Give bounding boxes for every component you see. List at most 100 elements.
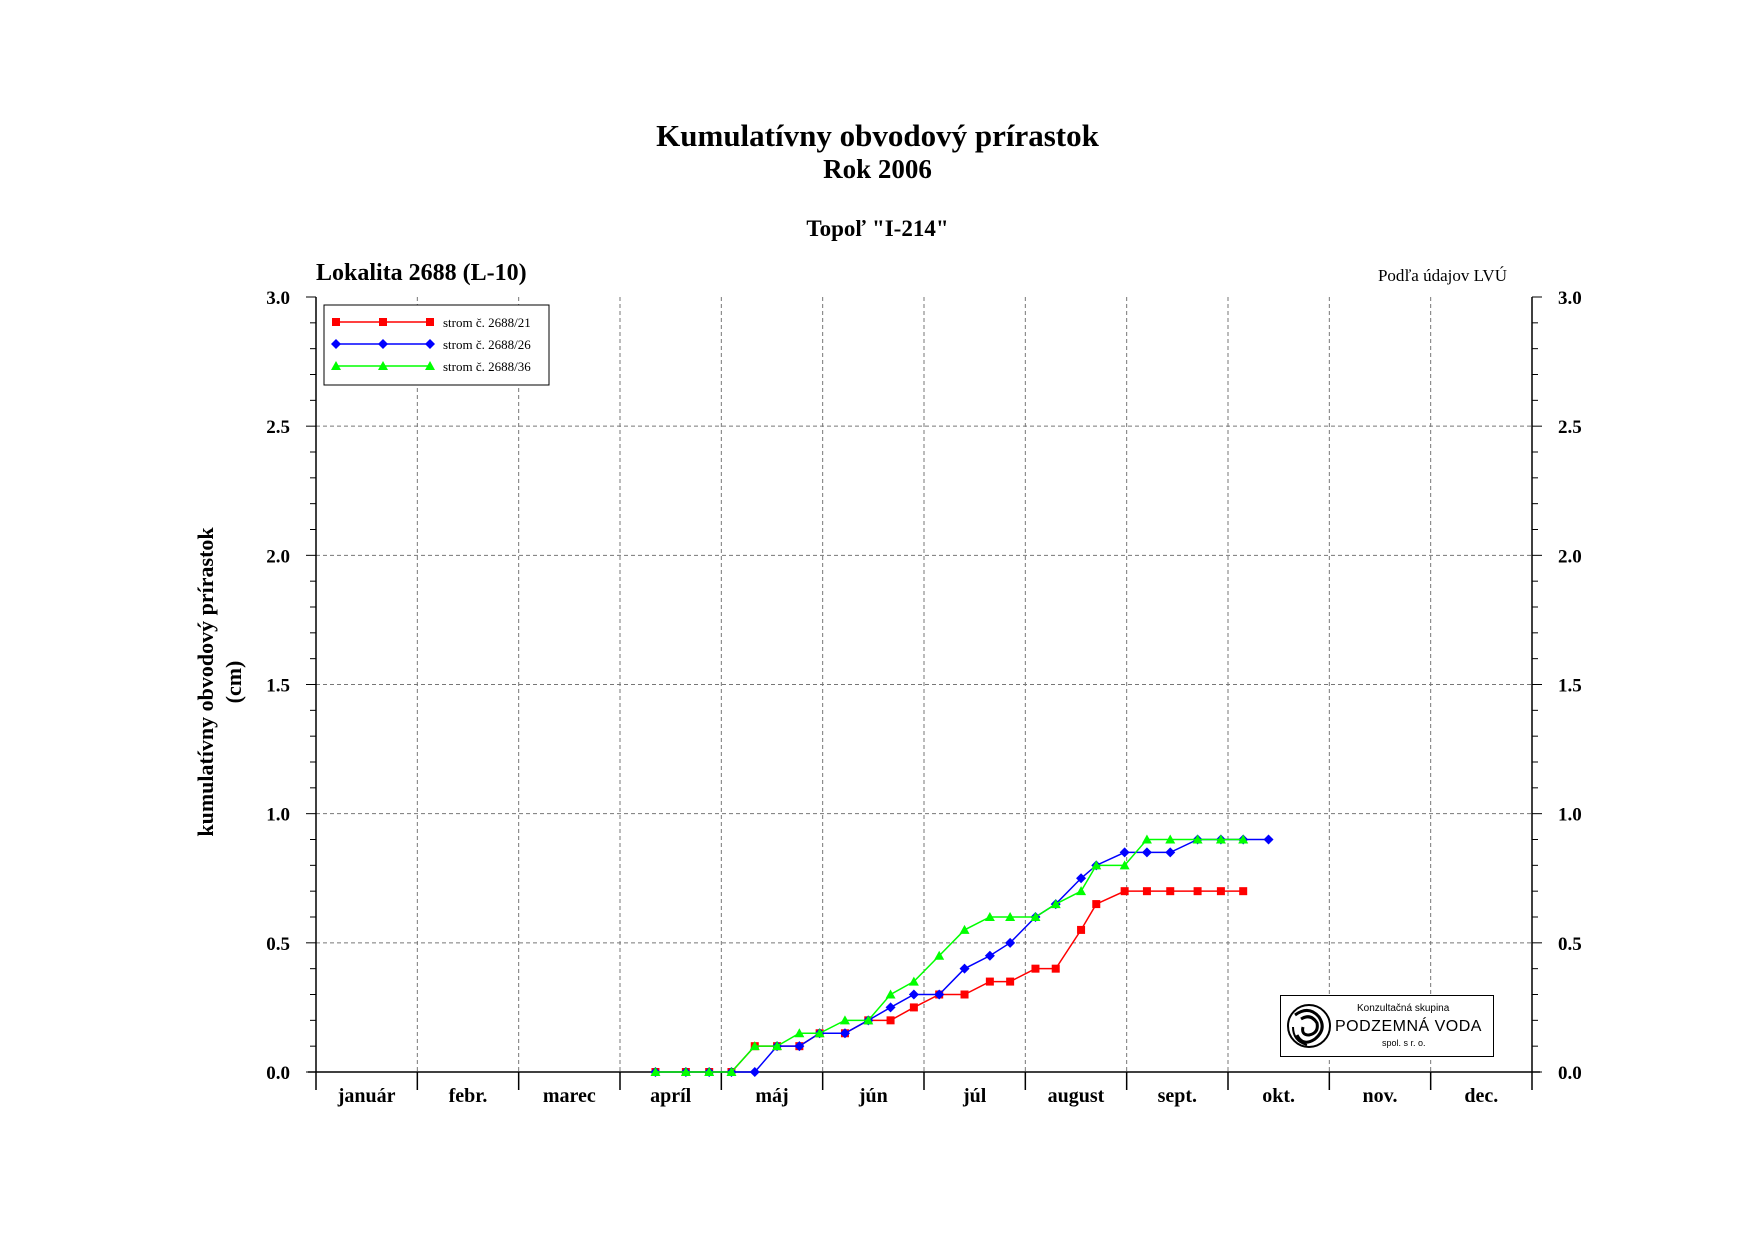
data-point-triangle xyxy=(814,1028,825,1038)
data-point-square xyxy=(1051,964,1060,973)
data-point-square xyxy=(1142,887,1151,896)
data-point-diamond xyxy=(331,339,341,349)
x-tick-label: marec xyxy=(543,1085,596,1107)
company-logo: Konzultačná skupina PODZEMNÁ VODA spol. … xyxy=(1280,995,1494,1057)
data-point-diamond xyxy=(794,1041,805,1052)
x-tick-label: august xyxy=(1048,1085,1105,1107)
y-tick-label-right: 3.0 xyxy=(1558,288,1582,309)
x-tick-label: nov. xyxy=(1362,1085,1397,1107)
y-tick-label-right: 2.5 xyxy=(1558,417,1582,438)
data-point-triangle xyxy=(378,361,388,370)
location-label: Lokalita 2688 (L-10) xyxy=(316,260,527,286)
data-point-triangle xyxy=(839,1015,850,1025)
legend-box xyxy=(323,304,550,386)
data-point-triangle xyxy=(772,1041,783,1051)
data-point-square xyxy=(426,318,434,326)
data-point-diamond xyxy=(749,1067,760,1077)
data-point-square xyxy=(1031,964,1040,973)
legend: strom č. 2688/21 strom č. 2688/26 strom č.… xyxy=(323,304,550,386)
data-point-triangle xyxy=(749,1041,760,1051)
data-point-triangle xyxy=(726,1067,737,1076)
x-tick-label: okt. xyxy=(1262,1085,1295,1107)
y-tick-label-left: 0.5 xyxy=(266,934,290,955)
x-tick-label: sept. xyxy=(1158,1085,1197,1107)
data-point-triangle xyxy=(1238,834,1249,844)
x-tick-label: febr. xyxy=(449,1085,488,1107)
y-tick-label-right: 0.5 xyxy=(1558,934,1582,955)
y-tick-label-left: 1.0 xyxy=(266,805,290,826)
data-point-diamond xyxy=(1076,873,1087,884)
data-point-diamond xyxy=(1263,834,1274,845)
logo-line3: spol. s r. o. xyxy=(1382,1038,1426,1048)
y-tick-label-left: 3.0 xyxy=(266,288,290,309)
data-point-diamond xyxy=(934,989,945,1000)
data-point-diamond xyxy=(885,1002,896,1013)
source-note: Podľa údajov LVÚ xyxy=(1377,266,1507,285)
data-point-triangle xyxy=(1215,834,1226,844)
legend-label: strom č. 2688/26 xyxy=(443,337,531,352)
y-tick-label-left: 2.5 xyxy=(266,417,290,438)
y-tick-label-right: 1.5 xyxy=(1558,676,1582,697)
data-point-diamond xyxy=(1141,847,1152,858)
y-tick-label-left: 0.0 xyxy=(266,1063,290,1084)
data-point-square xyxy=(1006,977,1015,986)
data-point-diamond xyxy=(1119,847,1130,858)
data-point-square xyxy=(1166,887,1175,896)
data-point-triangle xyxy=(1050,899,1061,909)
data-point-triangle xyxy=(650,1067,661,1076)
data-point-square xyxy=(1120,887,1129,896)
series-square xyxy=(651,887,1248,1076)
x-tick-label: máj xyxy=(755,1085,788,1107)
data-point-triangle xyxy=(1030,912,1041,921)
data-point-triangle xyxy=(885,989,896,999)
data-point-square xyxy=(1193,887,1202,896)
data-point-triangle xyxy=(1141,834,1152,844)
x-tick-label: jún xyxy=(858,1085,888,1107)
data-point-square xyxy=(1216,887,1225,896)
tree-type-label: Topoľ "I-214" xyxy=(806,216,949,241)
data-point-triangle xyxy=(794,1028,805,1038)
data-point-square xyxy=(332,318,340,326)
data-point-triangle xyxy=(704,1067,715,1076)
data-point-diamond xyxy=(1005,937,1016,948)
data-point-square xyxy=(1077,925,1086,934)
y-tick-label-left: 2.0 xyxy=(266,546,290,567)
data-point-square xyxy=(960,990,969,999)
data-point-diamond xyxy=(908,989,919,1000)
series-line xyxy=(655,838,1244,1073)
data-point-triangle xyxy=(934,950,945,960)
data-point-triangle xyxy=(959,924,970,934)
legend-label: strom č. 2688/36 xyxy=(443,359,531,374)
data-point-square xyxy=(909,1003,918,1012)
data-point-square xyxy=(1239,887,1248,896)
x-tick-label: júl xyxy=(962,1085,987,1107)
x-tick-label: apríl xyxy=(650,1085,692,1107)
data-point-triangle xyxy=(1165,834,1176,844)
data-point-triangle xyxy=(1192,834,1203,844)
series-line xyxy=(655,838,1269,1073)
logo-line2: PODZEMNÁ VODA xyxy=(1335,1018,1482,1035)
data-point-square xyxy=(379,318,387,326)
data-point-diamond xyxy=(1165,847,1176,858)
legend-label: strom č. 2688/21 xyxy=(443,315,531,330)
data-point-diamond xyxy=(959,963,970,974)
data-point-diamond xyxy=(425,339,435,349)
logo-icon xyxy=(1287,1004,1331,1048)
data-point-triangle xyxy=(984,912,995,921)
data-point-diamond xyxy=(984,950,995,961)
data-point-triangle xyxy=(1005,912,1016,921)
y-tick-label-right: 0.0 xyxy=(1558,1063,1582,1084)
data-point-square xyxy=(886,1016,895,1025)
data-point-triangle xyxy=(1076,886,1087,896)
data-point-diamond xyxy=(378,339,388,349)
series-line xyxy=(655,890,1244,1073)
y-tick-label-right: 2.0 xyxy=(1558,546,1582,567)
series-triangle xyxy=(650,834,1249,1076)
logo-line1: Konzultačná skupina xyxy=(1357,1003,1450,1014)
x-tick-label: január xyxy=(337,1085,396,1107)
data-point-diamond xyxy=(839,1028,850,1039)
data-point-triangle xyxy=(908,976,919,986)
x-tick-label: dec. xyxy=(1464,1085,1498,1107)
data-point-triangle xyxy=(680,1067,691,1076)
